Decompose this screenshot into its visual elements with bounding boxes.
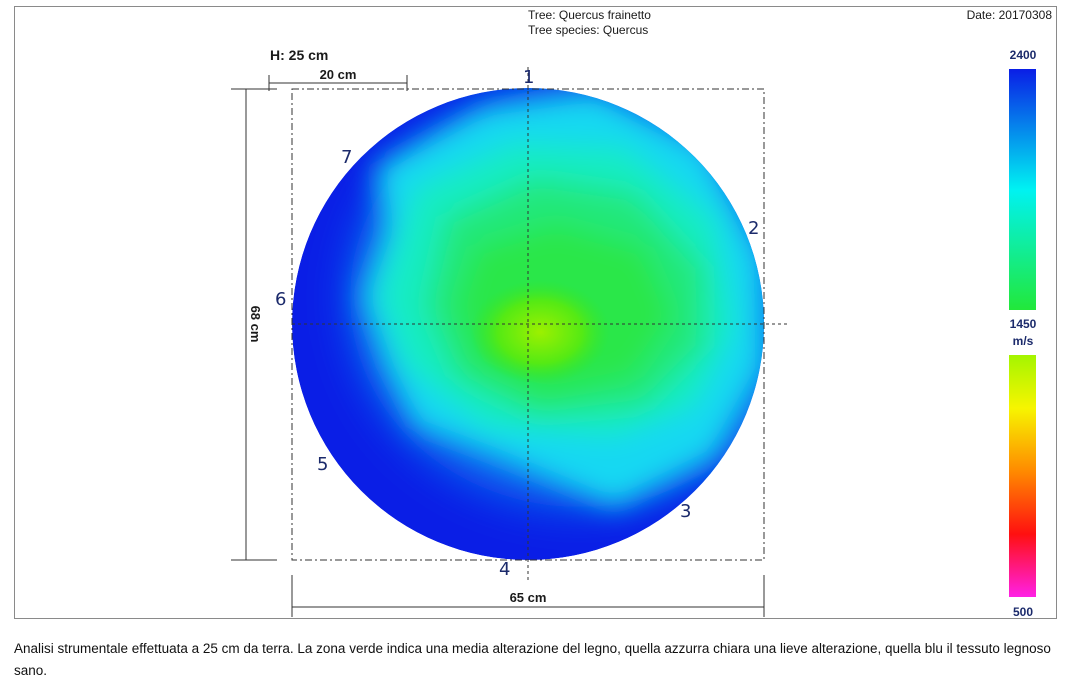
legend-bar-high: [1009, 69, 1036, 310]
legend-max-label: 2400: [1010, 48, 1037, 62]
vertical-dimension-label: 68 cm: [248, 306, 263, 343]
horizontal-dimension-label: 65 cm: [510, 590, 547, 605]
tomogram-panel: H: 25 cm 20 cm 68 cm 65 cm 1 2 3 4 5 6 7…: [14, 6, 1057, 619]
sensor-label-5: 5: [317, 454, 328, 475]
tomogram-figure: H: 25 cm 20 cm 68 cm 65 cm 1 2 3 4 5 6 7…: [231, 47, 1037, 619]
sensor-label-3: 3: [680, 501, 691, 522]
velocity-legend: 2400 1450 m/s 500: [1009, 48, 1037, 619]
velocity-heatmap: [292, 88, 764, 560]
sensor-labels: 1 2 3 4 5 6 7: [275, 67, 759, 580]
figure-caption: Analisi strumentale effettuata a 25 cm d…: [14, 641, 1051, 678]
legend-bar-low: [1009, 355, 1036, 597]
legend-mid-label: 1450: [1010, 317, 1037, 331]
legend-unit-label: m/s: [1013, 334, 1034, 348]
sensor-label-1: 1: [523, 67, 534, 88]
height-label: H: 25 cm: [270, 47, 328, 63]
sensor-label-2: 2: [748, 218, 759, 239]
scale-label: 20 cm: [320, 67, 357, 82]
date-label: Date: 20170308: [966, 8, 1052, 22]
tree-name-label: Tree: Quercus frainetto: [528, 8, 651, 22]
sensor-label-6: 6: [275, 289, 286, 310]
legend-min-label: 500: [1013, 605, 1033, 619]
sensor-label-4: 4: [499, 559, 510, 580]
sensor-label-7: 7: [341, 147, 352, 168]
tree-species-label: Tree species: Quercus: [528, 23, 649, 37]
